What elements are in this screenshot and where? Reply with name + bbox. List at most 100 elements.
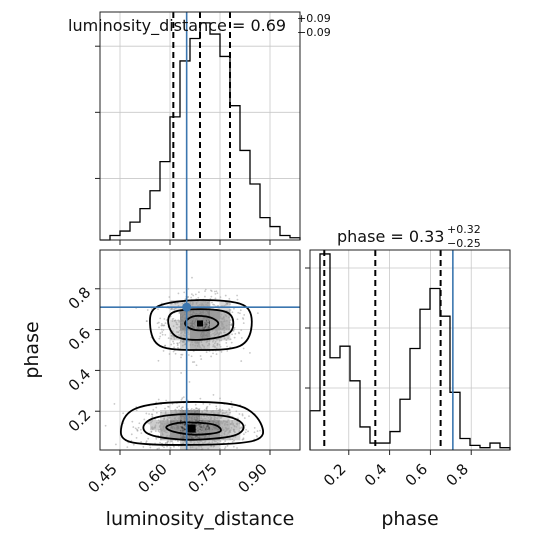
density-point xyxy=(242,347,245,350)
density-point xyxy=(174,352,177,355)
density-point xyxy=(199,440,202,443)
density-point xyxy=(181,353,184,356)
density-point xyxy=(151,428,154,431)
density-point xyxy=(182,419,185,422)
density-point xyxy=(181,326,184,328)
density-point xyxy=(189,343,192,346)
density-point xyxy=(179,451,181,453)
density-point xyxy=(224,294,227,297)
density-point xyxy=(171,320,174,323)
density-point xyxy=(210,311,213,314)
density-point xyxy=(256,435,259,438)
density-point xyxy=(223,318,226,321)
density-point xyxy=(230,341,233,344)
density-point xyxy=(210,435,213,437)
density-point xyxy=(183,301,186,304)
density-point xyxy=(180,372,183,374)
density-point xyxy=(184,315,186,318)
density-point xyxy=(122,412,125,415)
density-point xyxy=(182,324,185,327)
density-point xyxy=(187,287,190,290)
density-point xyxy=(192,332,195,335)
density-point xyxy=(178,326,181,328)
density-point xyxy=(239,427,242,430)
density-point xyxy=(192,419,195,422)
density-point xyxy=(219,424,221,427)
density-point xyxy=(238,332,241,335)
density-point xyxy=(218,343,221,346)
density-point xyxy=(131,420,134,423)
density-point xyxy=(202,418,204,421)
density-point xyxy=(229,303,231,305)
xtick-label-0: 0.45 xyxy=(84,460,120,496)
density-point xyxy=(171,450,173,452)
density-point xyxy=(179,436,182,439)
density-point xyxy=(181,340,184,343)
density-point xyxy=(192,416,195,419)
density-point xyxy=(207,333,210,336)
density-point xyxy=(204,417,207,420)
density-point xyxy=(201,411,204,414)
density-point xyxy=(170,337,172,340)
density-point xyxy=(219,420,222,423)
density-point xyxy=(208,419,210,422)
density-point xyxy=(218,339,221,342)
density-point xyxy=(198,345,201,347)
density-point xyxy=(212,428,215,431)
density-point xyxy=(183,329,186,332)
density-point xyxy=(158,447,160,450)
density-point xyxy=(226,349,229,352)
density-point xyxy=(157,419,160,422)
density-point xyxy=(178,341,181,344)
density-point xyxy=(212,393,215,396)
density-point xyxy=(216,417,219,420)
density-point xyxy=(235,422,238,425)
density-point xyxy=(188,314,190,317)
density-point xyxy=(208,339,211,342)
density-point xyxy=(200,424,203,427)
density-point xyxy=(177,292,180,295)
density-point xyxy=(188,325,190,327)
density-point xyxy=(221,325,224,328)
density-point xyxy=(242,322,245,325)
density-point xyxy=(213,439,216,442)
density-point xyxy=(218,313,221,316)
density-point xyxy=(168,416,171,419)
density-point xyxy=(157,308,159,311)
density-point xyxy=(188,312,191,315)
density-point xyxy=(206,304,209,307)
density-point xyxy=(180,321,183,324)
density-peak-0 xyxy=(197,320,203,327)
density-point xyxy=(208,331,211,334)
density-point xyxy=(189,335,192,337)
density-point xyxy=(258,451,260,453)
density-point xyxy=(217,438,219,441)
density-point xyxy=(158,337,161,340)
density-point xyxy=(179,311,182,314)
density-point xyxy=(220,331,222,334)
density-point xyxy=(206,333,209,335)
ytick-label-2: 0.6 xyxy=(65,324,95,354)
density-point xyxy=(216,313,219,315)
density-point xyxy=(230,426,233,429)
density-point xyxy=(234,332,237,335)
density-point xyxy=(216,343,219,346)
title-phase: phase = 0.33 xyxy=(337,227,444,246)
density-point xyxy=(180,398,183,401)
density-point xyxy=(155,421,158,424)
density-point xyxy=(216,419,219,422)
density-point xyxy=(216,315,219,318)
density-point xyxy=(196,311,199,314)
density-point xyxy=(196,428,199,431)
density-point xyxy=(226,444,229,447)
density-point xyxy=(206,327,209,330)
density-point xyxy=(194,403,197,406)
density-point xyxy=(181,423,183,426)
density-point xyxy=(204,288,207,291)
density-point xyxy=(169,434,172,437)
density-point xyxy=(206,434,209,437)
density-point xyxy=(200,304,203,307)
density-point xyxy=(205,325,208,328)
density-point xyxy=(169,425,171,428)
density-point xyxy=(237,311,240,314)
